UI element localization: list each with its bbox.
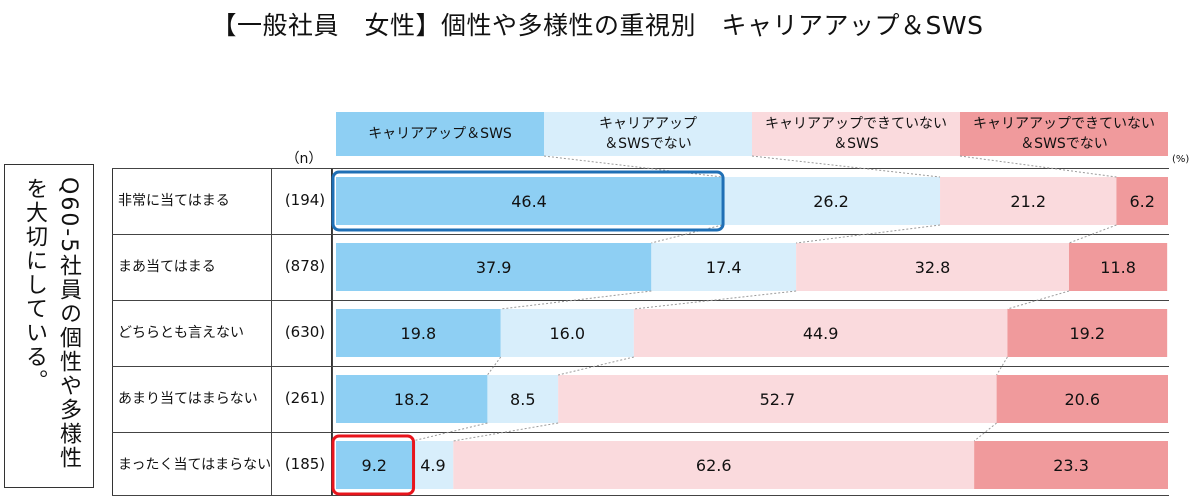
sample-size: (185)	[284, 455, 326, 473]
data-label: 32.8	[915, 258, 951, 277]
data-label: 20.6	[1064, 390, 1100, 409]
connector-line	[412, 422, 488, 442]
data-label: 52.7	[760, 390, 796, 409]
highlight-box	[331, 170, 725, 232]
legend-item-1: キャリアアップ＆SWS	[336, 112, 544, 156]
category-label: まあ当てはまる	[118, 259, 216, 275]
connector-line	[500, 290, 652, 310]
bar-segment	[651, 243, 797, 291]
bar-segment	[336, 375, 488, 423]
unit-label: (%)	[1172, 154, 1190, 165]
category-label: まったく当てはまらない	[118, 457, 272, 473]
row-separator	[112, 234, 1169, 235]
legend-item-3: キャリアアップできていない ＆SWS	[752, 112, 960, 156]
bar-segment	[1007, 309, 1168, 357]
bar-segment	[412, 441, 454, 489]
highlight-box	[331, 434, 416, 496]
sample-size: (630)	[284, 323, 326, 341]
data-label: 37.9	[476, 258, 512, 277]
data-label: 11.8	[1100, 258, 1136, 277]
bar-segment	[558, 375, 997, 423]
table-top-line	[112, 168, 1169, 169]
connector-line	[543, 155, 723, 178]
connector-line	[959, 155, 1117, 178]
bar-segment	[500, 309, 634, 357]
bar-segment	[1068, 243, 1168, 291]
connector-line	[796, 224, 941, 244]
bar-segment	[336, 243, 652, 291]
data-label: 26.2	[813, 192, 849, 211]
row-separator	[112, 366, 1169, 367]
connector-line	[487, 356, 502, 376]
bar-segment	[336, 441, 413, 489]
data-label: 4.9	[420, 456, 445, 475]
n-bar-divider	[332, 168, 333, 496]
data-label: 21.2	[1010, 192, 1046, 211]
chart-title: 【一般社員 女性】個性や多様性の重視別 キャリアアップ＆SWS	[211, 11, 984, 40]
bar-segment	[1116, 177, 1168, 225]
bar-segment	[996, 375, 1168, 423]
sample-size: (194)	[284, 191, 326, 209]
category-label: あまり当てはまらない	[118, 391, 258, 407]
sample-size: (878)	[284, 257, 326, 275]
legend-item-4: キャリアアップできていない ＆SWSでない	[960, 112, 1168, 156]
bar-segment	[796, 243, 1069, 291]
bar-segment	[974, 441, 1168, 489]
data-label: 9.2	[362, 456, 387, 475]
data-label: 6.2	[1129, 192, 1154, 211]
connector-line	[558, 356, 634, 376]
sample-size: (261)	[284, 389, 326, 407]
data-label: 16.0	[549, 324, 585, 343]
data-label: 44.9	[803, 324, 839, 343]
bar-segment	[722, 177, 941, 225]
connector-line	[1007, 290, 1070, 310]
connector-line	[996, 356, 1008, 376]
data-label: 46.4	[511, 192, 547, 211]
category-label: 非常に当てはまる	[118, 193, 230, 209]
n-column-header: （n）	[285, 151, 323, 167]
label-n-divider	[271, 168, 272, 496]
bar-segment	[940, 177, 1117, 225]
connector-line	[651, 224, 723, 244]
connector-line	[633, 290, 797, 310]
bar-segment	[487, 375, 559, 423]
connector-line	[453, 422, 559, 442]
connector-line	[1068, 224, 1117, 244]
data-label: 18.2	[394, 390, 430, 409]
connector-line	[973, 422, 997, 442]
data-label: 19.8	[401, 324, 437, 343]
table-bottom-line	[112, 495, 1169, 496]
row-separator	[112, 432, 1169, 433]
row-separator	[112, 300, 1169, 301]
category-label: どちらとも言えない	[118, 325, 244, 341]
bar-segment	[633, 309, 1008, 357]
data-label: 8.5	[510, 390, 535, 409]
question-box: Q60-5社員の個性や多様性を大切にしている。	[4, 164, 94, 488]
bar-segment	[453, 441, 975, 489]
connector-line	[751, 155, 941, 178]
data-label: 19.2	[1069, 324, 1105, 343]
legend-item-2: キャリアアップ ＆SWSでない	[544, 112, 752, 156]
data-label: 23.3	[1053, 456, 1089, 475]
data-label: 62.6	[696, 456, 732, 475]
bar-segment	[336, 309, 501, 357]
question-text: Q60-5社員の個性や多様性を大切にしている。	[22, 177, 81, 471]
bar-segment	[336, 177, 723, 225]
data-label: 17.4	[706, 258, 742, 277]
